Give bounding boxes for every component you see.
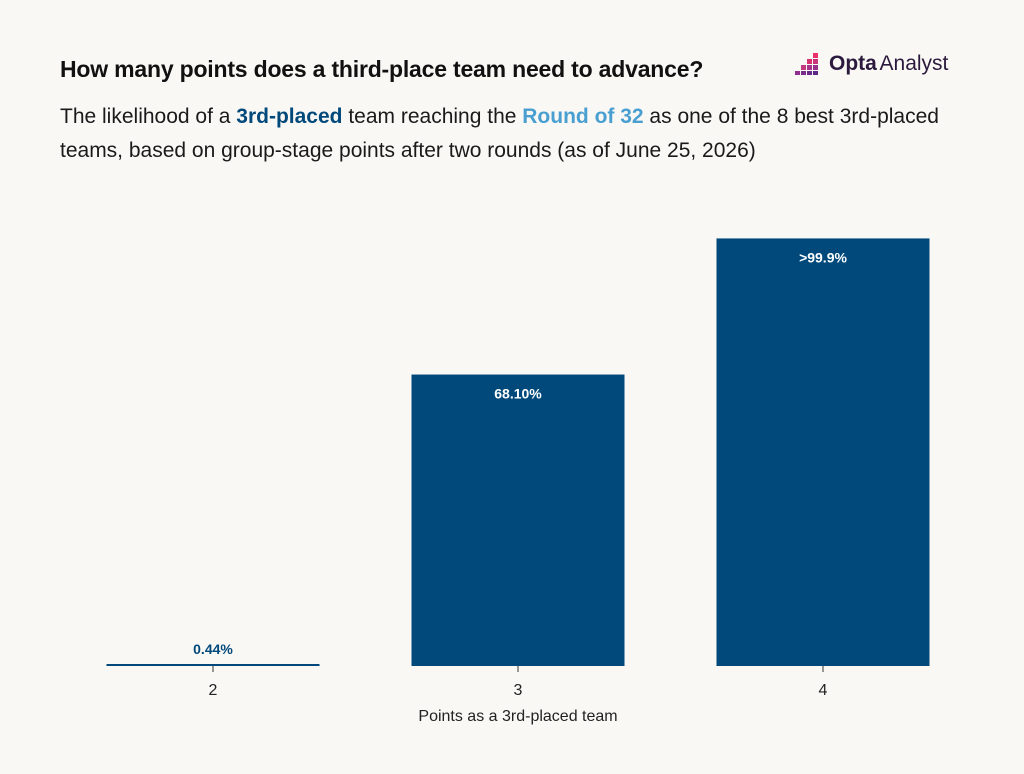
x-tick-label-2: 2 [209, 682, 218, 699]
opta-bars-icon [795, 53, 818, 75]
chart-subtitle: The likelihood of a 3rd-placed team reac… [60, 100, 980, 168]
data-label-4: >99.9% [799, 249, 847, 265]
x-axis-label: Points as a 3rd-placed team [418, 708, 617, 725]
x-tick-label-3: 3 [514, 682, 523, 699]
brand-name-regular: Analyst [874, 52, 949, 75]
brand-logo: Opta Analyst [793, 52, 948, 76]
brand-name-bold: Opta [829, 52, 877, 75]
subtitle-text-2: team reaching the [342, 105, 523, 128]
chart-title: How many points does a third-place team … [60, 56, 704, 82]
x-tick-label-4: 4 [819, 682, 828, 699]
data-label-2: 0.44% [193, 641, 233, 657]
bar-3 [411, 374, 625, 666]
bar-2 [106, 664, 320, 666]
subtitle-text-1: The likelihood of a [60, 105, 237, 128]
bar-4 [716, 238, 930, 667]
subtitle-highlight-3rd-placed: 3rd-placed [236, 105, 343, 128]
subtitle-text-3: as one of the 8 best 3rd-placed teams, b… [60, 105, 939, 162]
data-label-3: 68.10% [494, 386, 542, 402]
subtitle-highlight-round-of-32: Round of 32 [522, 105, 644, 128]
